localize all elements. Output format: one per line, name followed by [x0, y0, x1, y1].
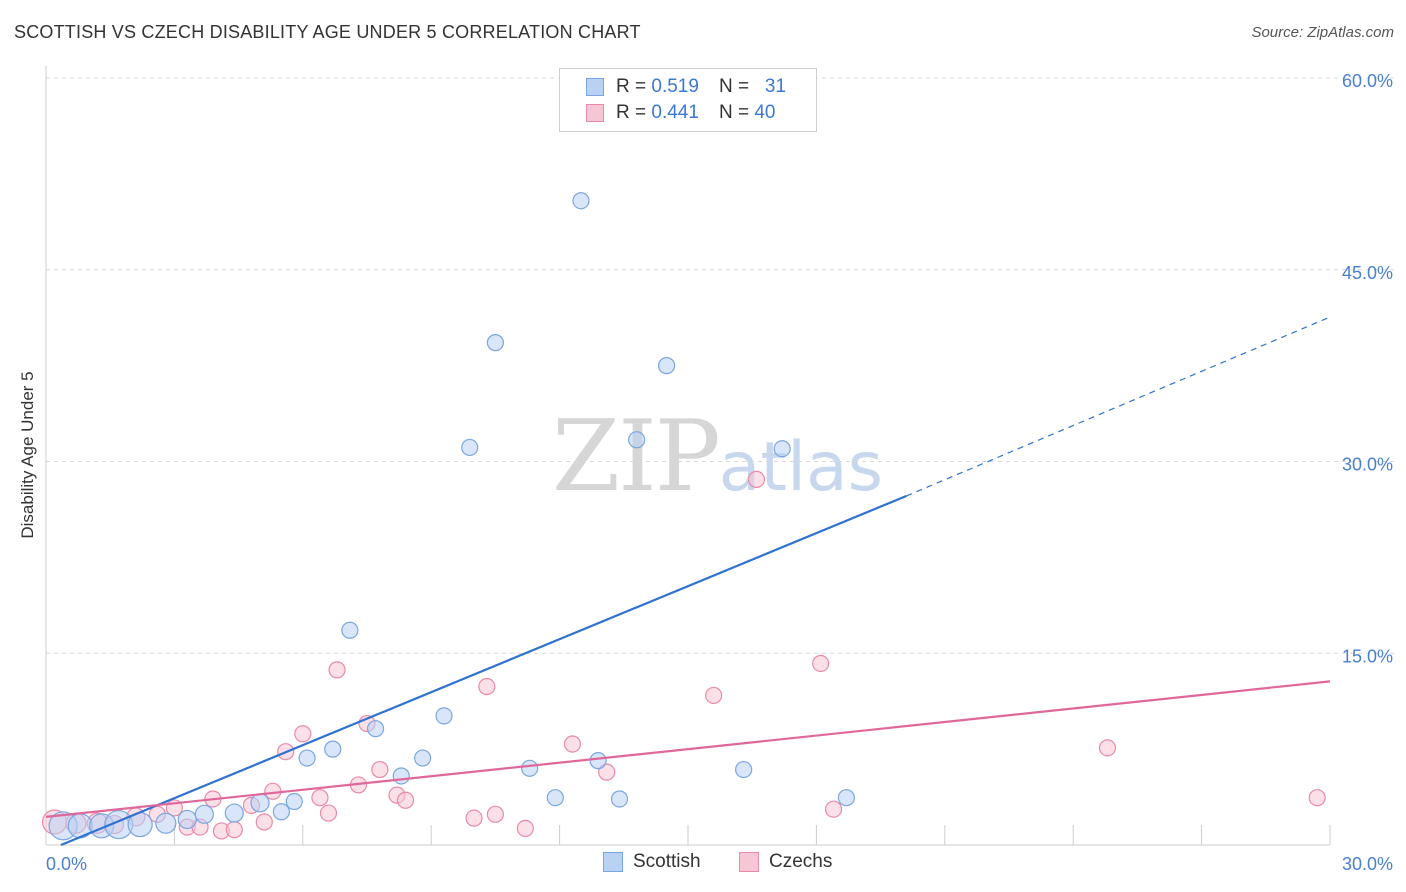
scottish-point	[366, 720, 385, 738]
czechs-point	[294, 725, 312, 743]
series-label-czechs: Czechs	[769, 851, 833, 872]
y-tick-label: 45.0%	[1342, 263, 1393, 283]
czechs-point	[598, 763, 616, 781]
legend-r-label: R =	[616, 102, 647, 123]
series-swatch-scottish	[603, 852, 623, 872]
czechs-point	[225, 821, 243, 839]
scottish-point	[773, 440, 791, 458]
czechs-point	[319, 804, 338, 822]
scottish-point	[521, 759, 539, 777]
scottish-point	[837, 789, 855, 807]
watermark-zip: ZIP	[552, 400, 721, 514]
czechs-point	[478, 677, 496, 696]
czechs-point	[563, 735, 582, 753]
scottish-point	[155, 812, 177, 834]
scottish-point	[589, 752, 607, 770]
czechs-point	[516, 819, 534, 837]
x-tick-label: 30.0%	[1342, 854, 1393, 874]
czechs-point	[371, 760, 389, 779]
scottish-point	[572, 192, 590, 210]
legend-row-scottish: R = 0.519 N = 31	[586, 75, 786, 99]
legend-r-label: R =	[616, 76, 647, 97]
scottish-point	[392, 767, 410, 785]
scottish-point	[272, 803, 290, 821]
czechs-point	[1308, 789, 1326, 807]
y-axis-label: Disability Age Under 5	[18, 371, 37, 539]
scottish-point	[324, 740, 342, 758]
czechs-point	[747, 470, 766, 488]
scottish-point	[735, 760, 753, 779]
scottish-point	[341, 621, 359, 639]
watermark-atlas: atlas	[718, 428, 884, 507]
czechs-point	[824, 800, 843, 818]
czechs-point	[311, 789, 329, 807]
scottish-point	[224, 803, 244, 823]
watermark: ZIPatlas	[552, 400, 883, 514]
tick-labels: 15.0% 30.0% 45.0% 60.0% 0.0% 30.0%	[46, 71, 1393, 874]
scottish-point	[546, 789, 564, 807]
czechs-point	[486, 805, 504, 823]
scottish-trend-extension	[906, 316, 1331, 497]
scottish-point	[298, 749, 316, 767]
correlation-legend: R = 0.519 N = 31 R = 0.441 N = 40	[559, 68, 817, 132]
scottish-point	[461, 438, 479, 457]
czechs-point	[465, 809, 483, 827]
scottish-point	[486, 334, 504, 352]
series-swatch-czechs	[739, 852, 759, 872]
chart-title: SCOTTISH VS CZECH DISABILITY AGE UNDER 5…	[14, 22, 641, 42]
series-legend-czechs[interactable]: Czechs	[739, 851, 832, 873]
czechs-trend-line	[45, 680, 1331, 818]
scottish-point	[285, 792, 303, 811]
scottish-points	[48, 192, 855, 841]
scottish-point	[250, 793, 270, 813]
x-tick-label: 0.0%	[46, 854, 87, 874]
scottish-point	[628, 431, 646, 449]
legend-n-value: 40	[754, 102, 776, 123]
legend-row-czechs: R = 0.441 N = 40	[586, 101, 775, 125]
legend-swatch-czechs	[586, 104, 604, 122]
czechs-point	[328, 661, 346, 679]
y-tick-label: 30.0%	[1342, 455, 1393, 475]
y-tick-label: 60.0%	[1342, 71, 1393, 91]
grid	[46, 77, 1394, 654]
czechs-point	[255, 813, 273, 831]
legend-n-label: N =	[718, 76, 750, 97]
legend-n-label: N =	[718, 102, 750, 123]
legend-r-value: 0.519	[651, 76, 699, 97]
y-tick-label: 15.0%	[1342, 646, 1393, 666]
legend-swatch-scottish	[586, 78, 604, 96]
series-label-scottish: Scottish	[633, 851, 701, 872]
scottish-trend-line	[60, 494, 907, 847]
scottish-point	[435, 707, 453, 725]
legend-n-value: 31	[764, 76, 787, 97]
czechs-point	[1098, 739, 1117, 757]
czechs-point	[396, 791, 415, 809]
trend-lines	[45, 316, 1331, 847]
axes	[45, 66, 1331, 846]
scottish-point	[610, 790, 629, 808]
scottish-point	[177, 809, 197, 830]
czechs-point	[812, 654, 830, 673]
source-credit: Source: ZipAtlas.com	[1251, 24, 1394, 41]
scottish-point	[414, 749, 432, 767]
czechs-points	[41, 470, 1326, 840]
scottish-point	[657, 357, 676, 375]
legend-r-value: 0.441	[651, 102, 699, 123]
czechs-point	[705, 686, 723, 705]
series-legend-scottish[interactable]: Scottish	[603, 851, 701, 873]
scottish-point	[194, 804, 214, 824]
series-legend: Scottish Czechs	[0, 851, 1406, 877]
